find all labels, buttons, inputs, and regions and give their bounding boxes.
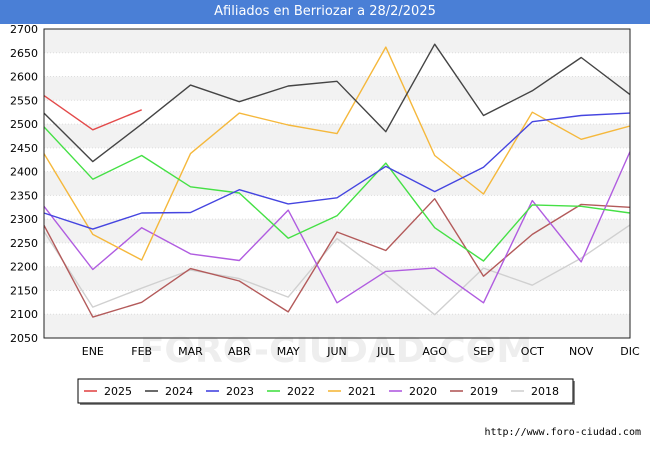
y-tick-label: 2650 <box>10 47 38 60</box>
y-tick-label: 2150 <box>10 284 38 297</box>
legend: 2025 2024 2023 2022 2021 2020 2019 2018 <box>77 378 575 405</box>
y-tick-label: 2050 <box>10 332 38 345</box>
y-tick-label: 2300 <box>10 213 38 226</box>
series-line-2023 <box>43 112 631 230</box>
series-line-2021 <box>43 46 631 261</box>
x-tick-label: ENE <box>82 345 104 358</box>
legend-label-2025: 2025 <box>104 385 132 398</box>
y-tick-label: 2600 <box>10 71 38 84</box>
plot-band <box>44 171 630 196</box>
x-tick-label: OCT <box>521 345 544 358</box>
y-tick-label: 2500 <box>10 118 38 131</box>
x-tick-label: JUN <box>326 345 347 358</box>
y-axis-ticks: 2050 2100 2150 2200 2250 2300 2350 2400 2450 2500… <box>10 23 38 345</box>
plot-band <box>44 29 630 53</box>
source-url: http://www.foro-ciudad.com <box>484 427 641 438</box>
chart-title: Afiliados en Berriozar a 28/2/2025 <box>0 0 650 24</box>
x-tick-label: FEB <box>131 345 152 358</box>
plot-band <box>44 124 630 148</box>
legend-box <box>77 378 574 404</box>
y-tick-label: 2350 <box>10 189 38 202</box>
legend-label-2021: 2021 <box>348 385 376 398</box>
plot-band <box>44 266 630 291</box>
series-line-2022 <box>43 126 631 262</box>
legend-label-2018: 2018 <box>531 385 559 398</box>
x-tick-label: MAY <box>277 345 300 358</box>
legend-label-2019: 2019 <box>470 385 498 398</box>
x-tick-label: MAR <box>178 345 203 358</box>
plot-band <box>44 314 630 338</box>
legend-label-2020: 2020 <box>409 385 437 398</box>
y-tick-label: 2450 <box>10 142 38 155</box>
legend-label-2023: 2023 <box>226 385 254 398</box>
x-tick-label: JUL <box>376 345 395 358</box>
series-line-2020 <box>43 151 631 304</box>
y-tick-label: 2550 <box>10 94 38 107</box>
plot-band <box>44 219 630 243</box>
y-tick-label: 2100 <box>10 308 38 321</box>
series-line-2019 <box>43 197 631 318</box>
y-tick-label: 2200 <box>10 261 38 274</box>
x-axis-ticks: ENE FEB MAR ABR MAY JUN JUL AGO SEP OCT NOV DIC <box>82 345 640 358</box>
x-tick-label: AGO <box>422 345 447 358</box>
x-tick-label: SEP <box>473 345 494 358</box>
series-line-2018 <box>43 224 631 316</box>
legend-label-2024: 2024 <box>165 385 193 398</box>
y-tick-label: 2400 <box>10 166 38 179</box>
series-line-2024 <box>43 43 631 163</box>
plot-border <box>43 28 631 339</box>
x-tick-label: DIC <box>620 345 640 358</box>
plot-band <box>44 76 630 101</box>
x-tick-label: NOV <box>569 345 594 358</box>
series-lines <box>43 43 631 318</box>
y-tick-label: 2250 <box>10 237 38 250</box>
plot-bands <box>44 29 630 338</box>
legend-label-2022: 2022 <box>287 385 315 398</box>
x-tick-label: ABR <box>228 345 251 358</box>
y-tick-label: 2700 <box>10 23 38 36</box>
watermark: FORO-CIUDAD.COM <box>140 330 532 371</box>
series-line-2025 <box>43 95 142 131</box>
